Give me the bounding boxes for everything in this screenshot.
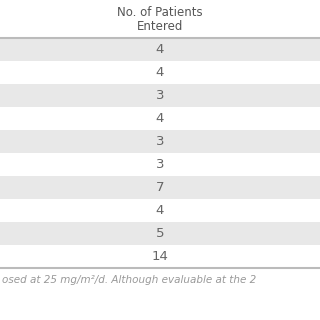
Text: 3: 3 <box>156 89 164 102</box>
Bar <box>0 61 320 84</box>
Text: 5: 5 <box>156 227 164 240</box>
Text: 4: 4 <box>156 66 164 79</box>
Text: 14: 14 <box>152 250 168 263</box>
Bar <box>0 176 320 199</box>
Bar <box>0 222 320 245</box>
Bar <box>0 245 320 268</box>
Text: 4: 4 <box>156 43 164 56</box>
Text: 3: 3 <box>156 135 164 148</box>
Text: Entered: Entered <box>137 20 183 34</box>
Text: 7: 7 <box>156 181 164 194</box>
Bar <box>0 38 320 61</box>
Text: 4: 4 <box>156 204 164 217</box>
Text: osed at 25 mg/m²/d. Although evaluable at the 2: osed at 25 mg/m²/d. Although evaluable a… <box>2 275 256 285</box>
Bar <box>0 84 320 107</box>
Bar <box>0 107 320 130</box>
Bar <box>0 199 320 222</box>
Text: 3: 3 <box>156 158 164 171</box>
Bar <box>0 153 320 176</box>
Bar <box>0 130 320 153</box>
Text: No. of Patients: No. of Patients <box>117 6 203 20</box>
Text: 4: 4 <box>156 112 164 125</box>
